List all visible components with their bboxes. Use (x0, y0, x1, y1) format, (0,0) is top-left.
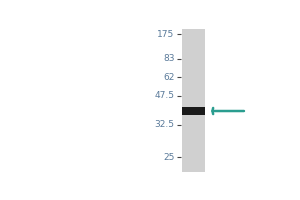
Bar (182, 29, 205, 172)
Bar (182, 107, 205, 115)
Text: 62: 62 (163, 73, 175, 82)
Text: 47.5: 47.5 (155, 91, 175, 100)
Text: 83: 83 (163, 54, 175, 63)
Text: 175: 175 (158, 30, 175, 39)
Text: 32.5: 32.5 (155, 120, 175, 129)
Text: 25: 25 (163, 153, 175, 162)
